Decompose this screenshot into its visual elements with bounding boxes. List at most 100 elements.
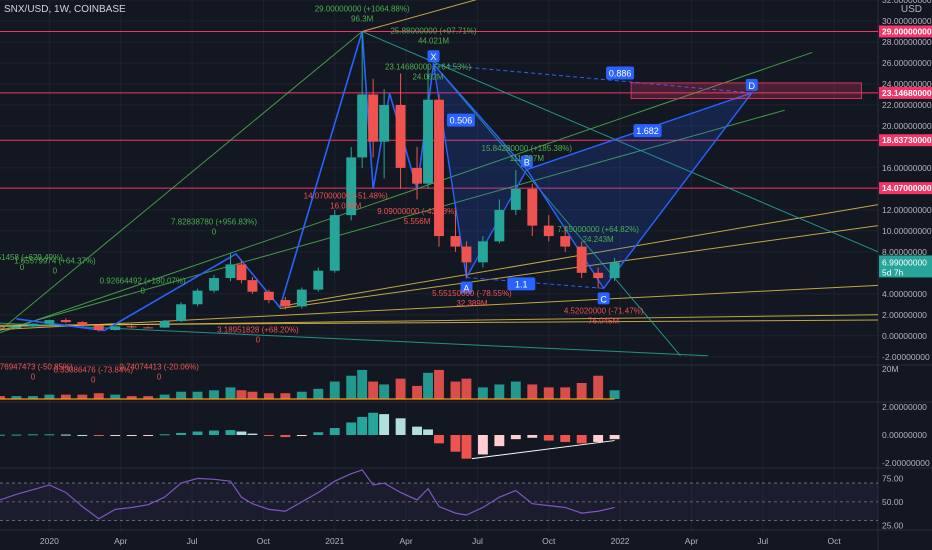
candle-body [527,188,538,226]
macd-bar [313,432,324,435]
annotation-text: 111.797M [510,154,545,163]
annotation-text: 9.09000000 (-43.48%) [377,207,457,216]
candle-body [225,264,236,279]
candle-body [0,327,5,329]
volume-bar [77,394,88,399]
rsi-axis-label: 75.00 [882,473,904,483]
macd-axis-label: 2.00000000 [882,402,927,412]
macd-bar [450,435,461,452]
volume-bar [44,394,55,399]
last-price-value: 6.99000000 [882,257,927,267]
annotation-text: 0.92664492 (+180.07%) [100,276,186,285]
volume-bar [280,393,291,399]
volume-bar [209,390,219,399]
macd-bar [477,435,488,455]
macd-bar [296,435,307,436]
ratio-badge [633,124,662,138]
volume-scale-label: 20M [882,364,899,374]
volume-bar [527,384,538,399]
macd-bar [126,435,137,436]
volume-bar [593,375,604,399]
trend-line [0,109,785,332]
macd-bar [60,434,71,436]
annotation-text: 0.76947473 (-50.85%) [0,362,73,371]
trend-line [362,0,477,32]
volume-bar [159,394,170,399]
macd-bar [44,434,55,436]
macd-bar [423,429,433,435]
volume-bar [423,372,433,399]
pattern-point-label: C [600,294,607,304]
volume-bar [60,394,71,399]
macd-bar [357,416,368,435]
candle-body [27,323,38,327]
candle-body [543,225,554,237]
annotation-text: 1.65579974 (+64.37%) [14,256,96,265]
time-axis-label: 2022 [611,536,630,546]
volume-bar [192,391,203,399]
macd-bar [209,430,219,435]
macd-bar [593,435,604,442]
time-axis-label: Apr [399,536,412,546]
candle-body [247,280,258,292]
volume-bar [176,391,187,399]
annotation-text: 15.84280000 (+185.38%) [482,144,573,153]
pattern-point-label: D [749,81,756,91]
annotation-text: 76.045M [588,317,619,326]
candle-body [477,241,488,263]
macd-bar [11,434,22,436]
price-axis-label: 4.00000000 [882,289,927,299]
macd-bar [143,435,154,436]
time-axis-label: Jul [757,536,768,546]
volume-bar [225,387,236,399]
macd-bar [576,435,587,444]
price-axis-label: 28.00000000 [882,37,932,47]
price-level-tag [879,182,932,195]
volume-bar [11,396,22,399]
pattern-point-label: B [524,158,530,168]
volume-bar [296,391,307,399]
macd-bar [93,435,104,436]
annotation-text: 96.3M [351,15,374,24]
volume-bar [357,369,368,399]
ratio-label: 0.886 [609,68,632,78]
candle-body [44,320,55,324]
annotation-text: 0 [157,372,162,381]
volume-bar [247,391,258,399]
rsi-axis-label: 25.00 [882,520,904,530]
candle-body [263,291,274,301]
macd-bar [263,435,274,436]
symbol-title[interactable]: SNX/USD, 1W, COINBASE [4,4,126,15]
candle-body [110,326,121,330]
macd-bar [176,432,187,435]
volume-bar [379,384,390,399]
ratio-badge [446,113,475,127]
annotation-text: 0 [53,266,58,275]
pattern-ratio-line [433,63,528,170]
annotation-text: 0.74074413 (-20.06%) [119,362,199,371]
price-level-tag-label: 14.07000000 [882,183,932,193]
price-level-tag-label: 18.63730000 [882,135,932,145]
volume-bar [329,381,340,399]
time-axis-label: Oct [827,536,841,546]
volume-bar [543,387,554,399]
candle-body [412,167,422,184]
candle-body [192,290,203,305]
candle-body [296,289,307,307]
annotation-text: 0 [140,286,145,295]
annotation-text: 25.88000000 (+97.71%) [390,27,476,36]
candle-body [368,94,379,142]
volume-bar [477,387,488,399]
rsi-axis-label: 50.00 [882,497,904,507]
volume-bar [0,396,5,399]
pattern-point-badge [520,155,533,168]
candle-body [609,262,620,279]
pattern-point-badge [745,78,758,91]
annotation-text: 14.07000000 (-51.48%) [304,191,388,200]
macd-bar [159,434,170,436]
candle-body [510,188,521,210]
volume-bar [313,388,324,399]
candle-body [93,325,104,330]
candle-body [143,327,154,329]
